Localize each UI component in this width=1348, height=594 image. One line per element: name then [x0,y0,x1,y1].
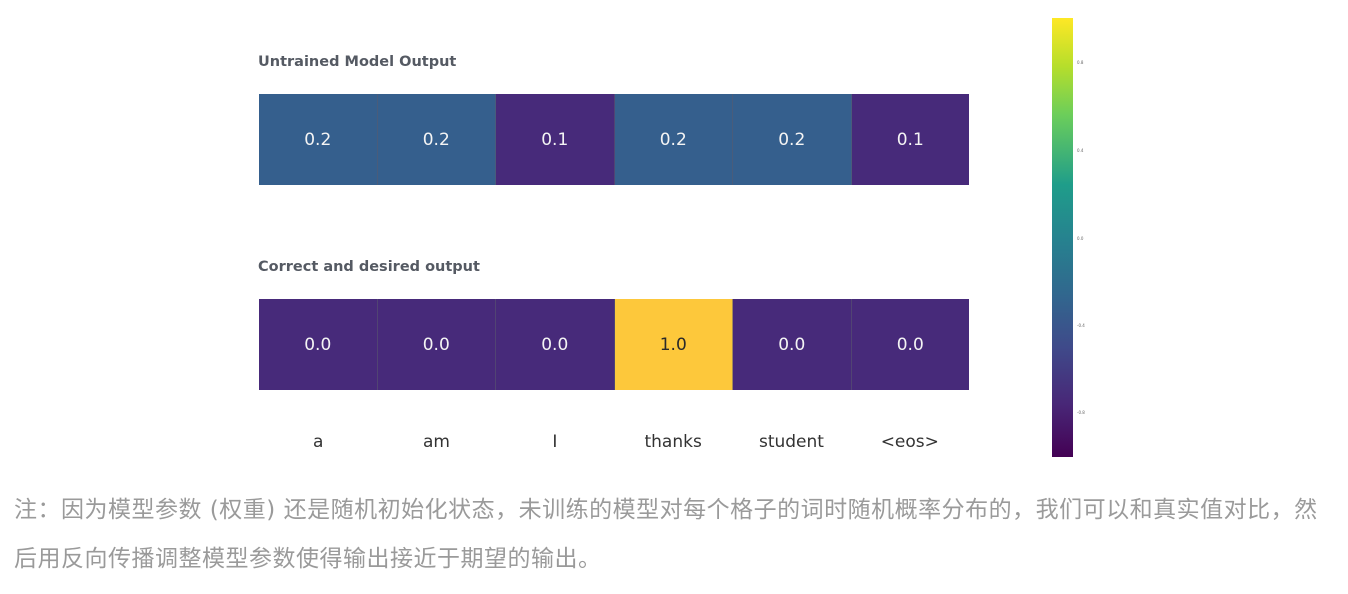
correct-cell: 0.0 [733,299,852,390]
colorbar-tick-label: 0.8 [1077,60,1084,65]
colorbar-tick-label: -0.4 [1077,323,1085,328]
colorbar-tick-label: 0.4 [1077,148,1084,153]
correct-output-title: Correct and desired output [258,259,480,275]
word-label: student [758,432,824,452]
untrained-cell: 0.2 [259,94,378,185]
word-label: thanks [644,432,702,452]
correct-output-heatmap: 0.0 0.0 0.0 1.0 0.0 0.0 [259,299,969,390]
colorbar-tick-label: -0.8 [1077,410,1085,415]
word-label: <eos> [880,432,939,452]
untrained-output-title: Untrained Model Output [258,54,457,70]
correct-cell: 0.0 [851,299,969,390]
untrained-cell: 0.1 [496,94,615,185]
untrained-cell: 0.2 [377,94,496,185]
caption: 注：因为模型参数 (权重) 还是随机初始化状态，未训练的模型对每个格子的词时随机… [14,497,1318,572]
correct-cell: 1.0 [614,299,733,390]
untrained-output-heatmap: 0.2 0.2 0.1 0.2 0.2 0.1 [259,94,969,185]
untrained-cell: 0.2 [733,94,852,185]
untrained-cell: 0.1 [851,94,969,185]
correct-cell: 0.0 [259,299,378,390]
word-label: I [552,432,558,452]
word-label: a [312,432,324,452]
correct-cell: 0.0 [377,299,496,390]
untrained-cell: 0.2 [614,94,733,185]
word-label: am [423,432,450,452]
colorbar [1052,18,1073,457]
correct-cell: 0.0 [496,299,615,390]
colorbar-tick-label: 0.0 [1077,236,1084,241]
